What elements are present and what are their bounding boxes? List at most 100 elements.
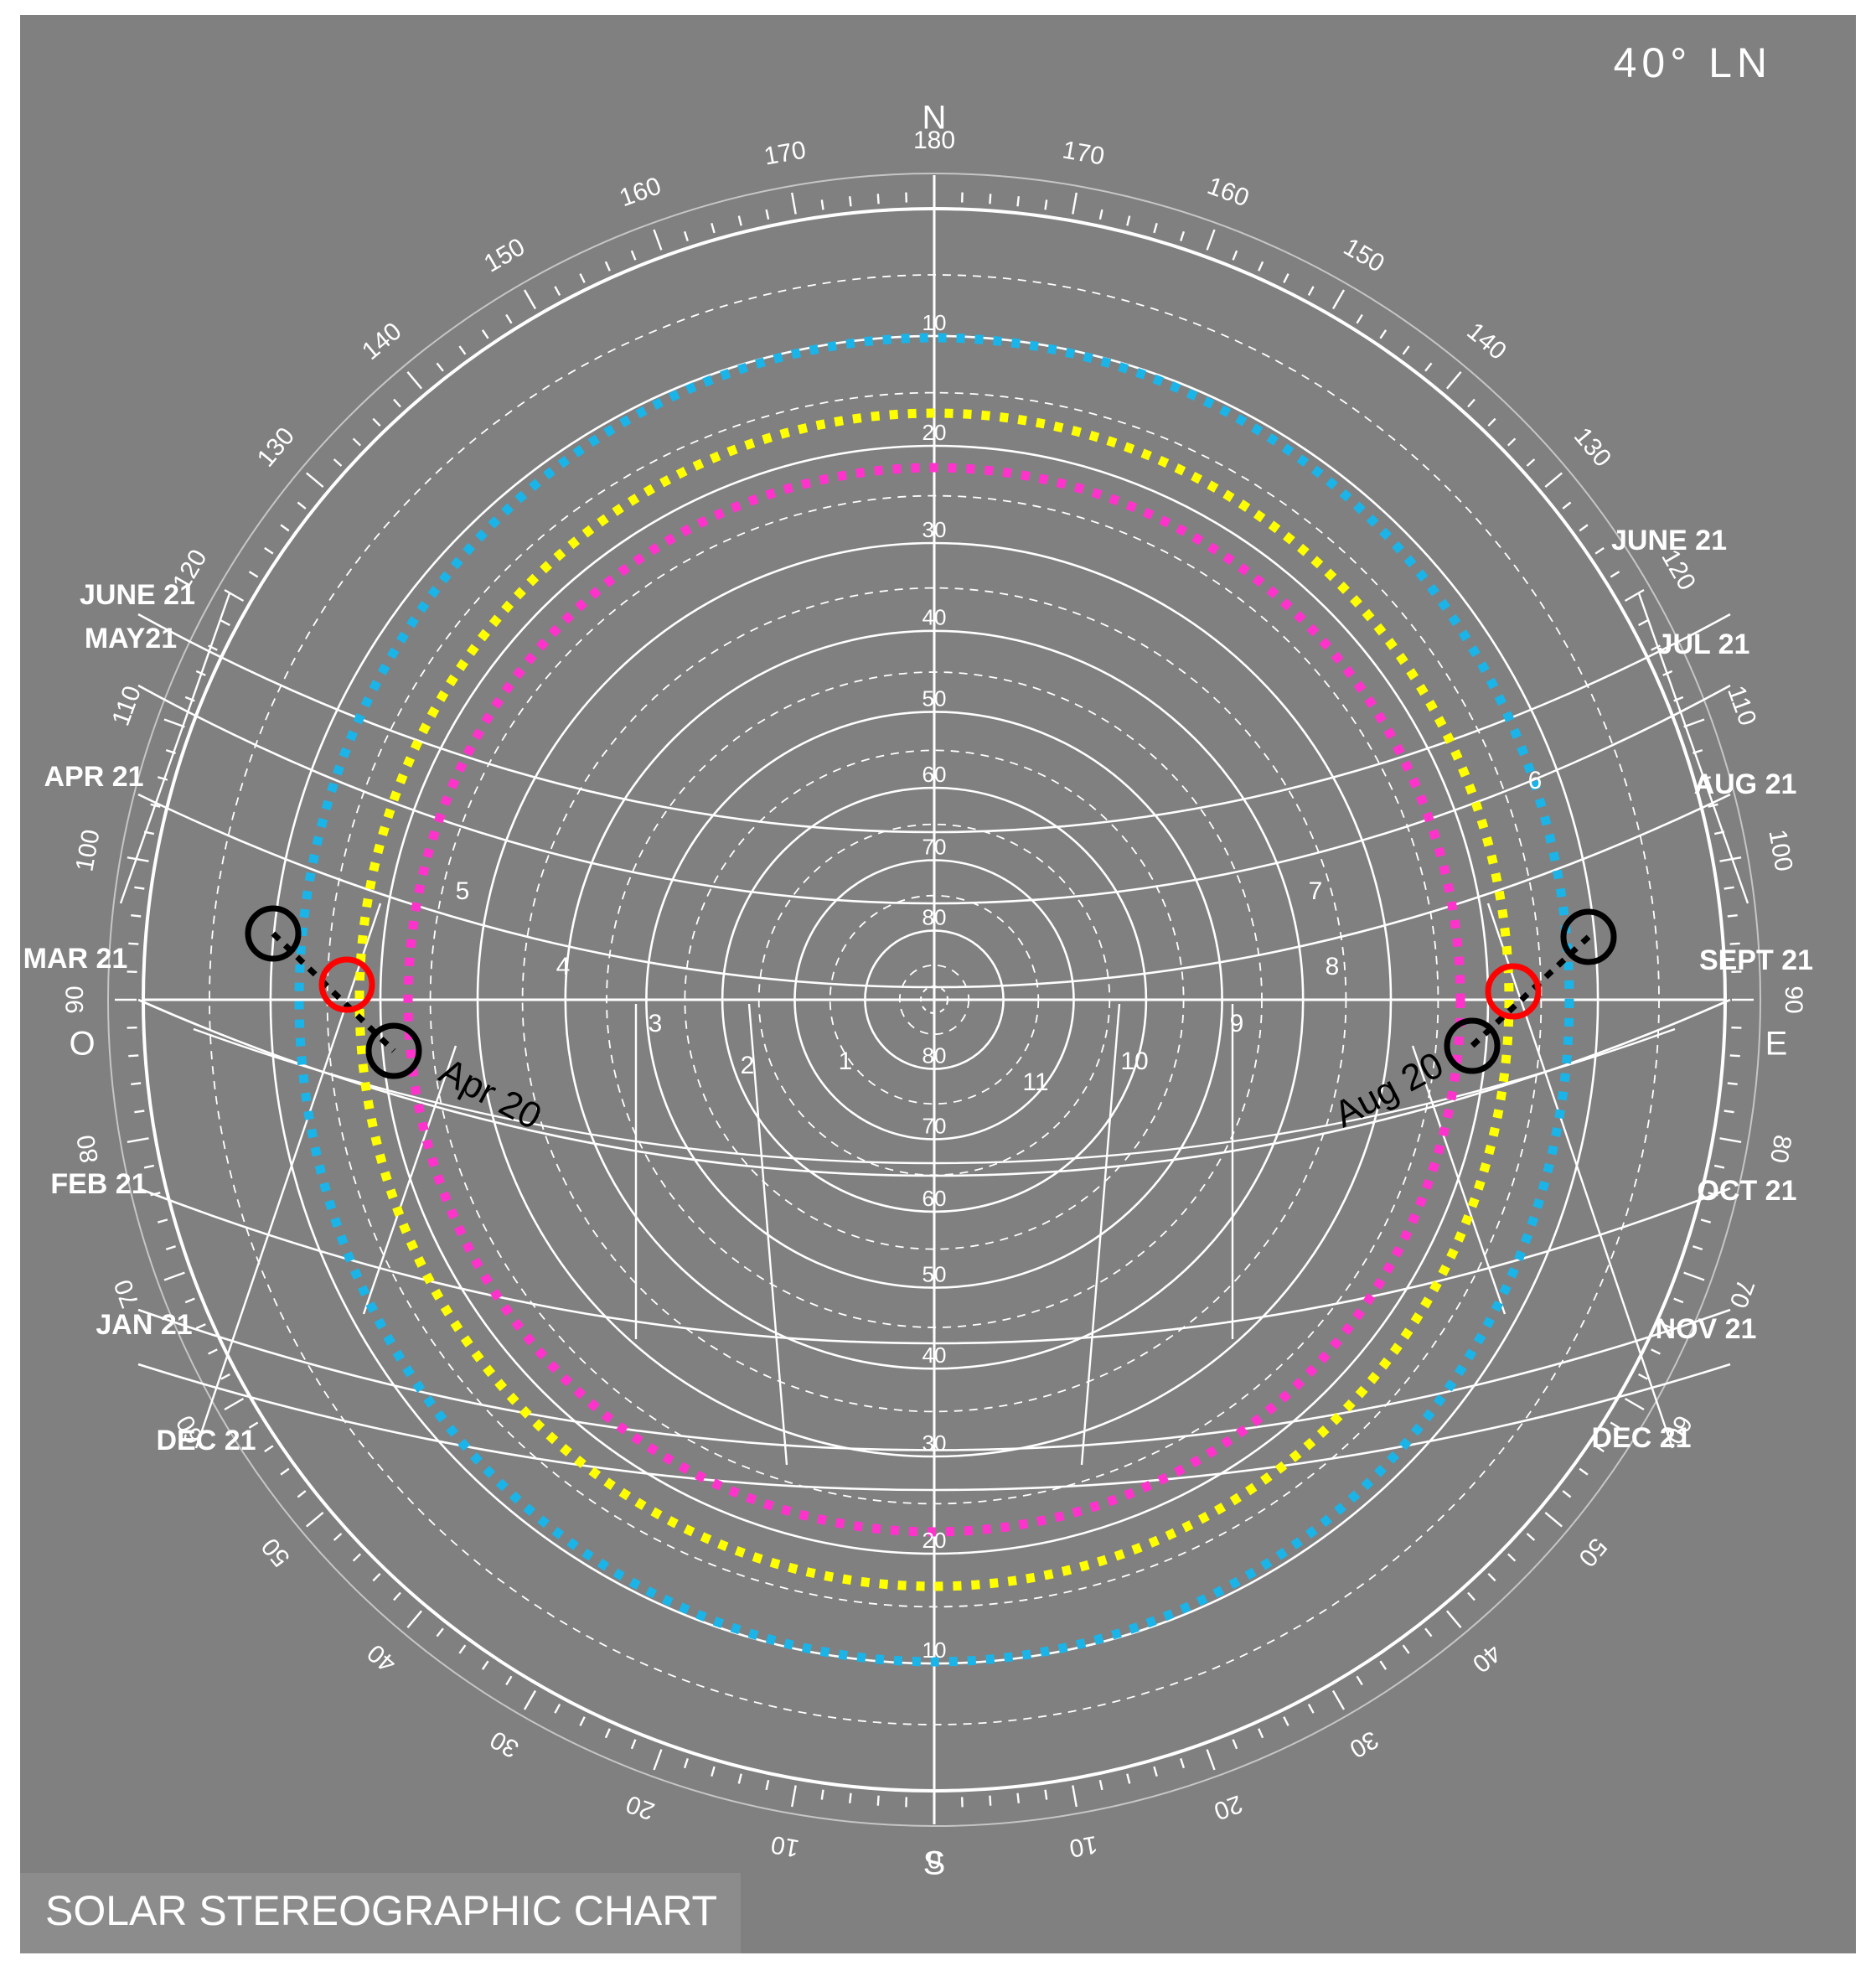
chart-title: SOLAR STEREOGRAPHIC CHART bbox=[45, 1887, 718, 1934]
azimuth-label: 110 bbox=[107, 682, 147, 729]
azimuth-tick bbox=[1356, 1675, 1363, 1686]
hour-line bbox=[1411, 1045, 1506, 1315]
azimuth-label: 170 bbox=[1061, 136, 1107, 170]
azimuth-tick bbox=[1562, 501, 1572, 510]
azimuth-tick bbox=[280, 524, 290, 532]
azimuth-tick bbox=[1153, 1766, 1158, 1777]
azimuth-tick bbox=[1683, 718, 1705, 728]
hour-line bbox=[119, 592, 231, 904]
hour-label: 11 bbox=[1022, 1068, 1048, 1096]
azimuth-tick bbox=[1467, 1591, 1475, 1601]
hour-line bbox=[194, 903, 382, 1449]
azimuth-tick bbox=[1624, 588, 1645, 603]
yellow-dotted-ring bbox=[354, 408, 1514, 1591]
azimuth-tick bbox=[280, 1467, 290, 1476]
azimuth-tick bbox=[791, 192, 797, 215]
azimuth-tick bbox=[157, 1218, 168, 1223]
outer-rim-circle bbox=[107, 173, 1761, 1827]
red-marker-circle bbox=[318, 956, 375, 1013]
azimuth-tick bbox=[297, 501, 307, 510]
azimuth-tick bbox=[554, 1704, 561, 1714]
azimuth-label: 150 bbox=[1339, 233, 1389, 278]
azimuth-tick bbox=[1579, 524, 1589, 532]
azimuth-tick bbox=[1579, 1467, 1589, 1476]
hour-label: 2 bbox=[741, 1052, 755, 1079]
date-label-right: NOV 21 bbox=[1656, 1313, 1757, 1345]
azimuth-tick bbox=[1544, 1511, 1563, 1528]
azimuth-label: 50 bbox=[256, 1533, 296, 1572]
azimuth-tick bbox=[208, 644, 218, 651]
azimuth-tick bbox=[306, 1511, 324, 1528]
azimuth-tick bbox=[127, 1137, 149, 1143]
altitude-label: 70 bbox=[922, 1113, 947, 1138]
azimuth-tick bbox=[1072, 1785, 1078, 1808]
azimuth-label: 110 bbox=[1722, 682, 1761, 729]
azimuth-tick bbox=[1467, 398, 1475, 408]
azimuth-tick bbox=[1379, 1660, 1388, 1670]
altitude-label: 40 bbox=[922, 1342, 947, 1368]
west-label: O bbox=[69, 1026, 95, 1063]
azimuth-tick bbox=[436, 362, 444, 372]
azimuth-tick bbox=[131, 914, 142, 918]
azimuth-tick bbox=[1487, 1572, 1496, 1582]
azimuth-tick bbox=[184, 1297, 195, 1304]
magenta-dotted-ring bbox=[403, 463, 1465, 1537]
azimuth-label: 90 bbox=[61, 986, 89, 1013]
black-marker-circle bbox=[365, 1022, 422, 1079]
azimuth-tick bbox=[372, 1572, 381, 1582]
azimuth-tick bbox=[1610, 571, 1620, 578]
azimuth-tick bbox=[1651, 1348, 1661, 1355]
blue-dotted-ring bbox=[294, 333, 1574, 1667]
azimuth-tick bbox=[820, 1789, 824, 1800]
red-marker-circle bbox=[1485, 963, 1542, 1020]
sun-path-arc bbox=[137, 684, 1731, 905]
azimuth-label: 100 bbox=[1763, 827, 1797, 873]
azimuth-tick bbox=[604, 261, 611, 272]
hour-line bbox=[362, 1045, 457, 1315]
azimuth-tick bbox=[220, 619, 230, 627]
azimuth-label: 180 bbox=[913, 127, 955, 154]
azimuth-tick bbox=[1651, 644, 1661, 651]
azimuth-tick bbox=[224, 588, 245, 603]
hour-label: 10 bbox=[1120, 1048, 1148, 1075]
azimuth-label: 130 bbox=[252, 422, 300, 473]
annotation-right: Aug 20 bbox=[1328, 1044, 1450, 1136]
azimuth-tick bbox=[1402, 345, 1410, 355]
altitude-label: 70 bbox=[922, 834, 947, 859]
azimuth-tick bbox=[352, 1553, 362, 1562]
azimuth-tick bbox=[163, 718, 185, 728]
azimuth-tick bbox=[1126, 215, 1131, 226]
azimuth-tick bbox=[1153, 222, 1158, 234]
azimuth-tick bbox=[1624, 1397, 1645, 1411]
chart-frame: N S O E 0 10 20 30 40 50 60 70 80 90 100 110 120 130 140 15… bbox=[20, 15, 1856, 1953]
date-label-right: SEPT 21 bbox=[1699, 944, 1813, 976]
altitude-label: 80 bbox=[922, 904, 947, 929]
azimuth-tick bbox=[248, 1421, 259, 1429]
azimuth-tick bbox=[579, 273, 586, 283]
date-label-left: FEB 21 bbox=[50, 1168, 147, 1200]
azimuth-tick bbox=[458, 1644, 467, 1654]
azimuth-tick bbox=[406, 1610, 423, 1628]
azimuth-tick bbox=[264, 1445, 274, 1453]
sun-path-arc bbox=[137, 1308, 1731, 1451]
azimuth-tick bbox=[372, 417, 381, 427]
azimuth-label: 40 bbox=[1467, 1638, 1506, 1678]
sun-path-arc bbox=[137, 793, 1731, 989]
azimuth-tick bbox=[393, 398, 401, 408]
azimuth-tick bbox=[1126, 1773, 1131, 1784]
azimuth-tick bbox=[1724, 1110, 1734, 1114]
altitude-label: 60 bbox=[922, 762, 947, 787]
azimuth-tick bbox=[1180, 1758, 1186, 1769]
azimuth-tick bbox=[1673, 1297, 1684, 1304]
date-label-left: MAR 21 bbox=[23, 943, 128, 975]
azimuth-tick bbox=[1307, 1704, 1315, 1714]
azimuth-label: 0 bbox=[928, 1845, 942, 1873]
azimuth-tick bbox=[306, 472, 324, 489]
azimuth-tick bbox=[1700, 1218, 1712, 1223]
azimuth-tick bbox=[1283, 1716, 1289, 1726]
azimuth-tick bbox=[1727, 914, 1738, 918]
azimuth-tick bbox=[333, 1533, 343, 1541]
azimuth-tick bbox=[128, 1054, 139, 1058]
azimuth-tick bbox=[1506, 1553, 1517, 1562]
azimuth-tick bbox=[1016, 1793, 1020, 1803]
